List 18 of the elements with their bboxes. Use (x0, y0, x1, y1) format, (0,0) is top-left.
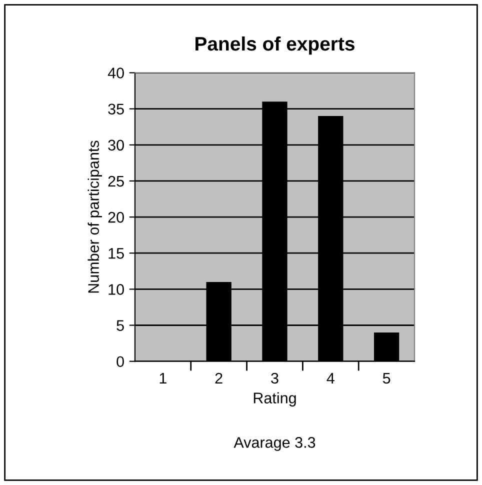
y-tick-label: 20 (108, 212, 124, 223)
x-tick-label: 5 (382, 372, 390, 384)
y-tick-label: 0 (116, 356, 124, 368)
y-tick-label: 35 (108, 104, 124, 115)
x-axis-title: Rating (254, 392, 296, 406)
y-tick-label: 25 (108, 176, 124, 187)
x-tick-label: 3 (271, 372, 278, 384)
x-tick-label: 2 (215, 372, 222, 384)
y-tick-label: 40 (108, 68, 124, 78)
text: Avarage 3.3 (234, 437, 316, 451)
y-tick-label: 5 (116, 320, 124, 331)
y-tick-label: 15 (108, 248, 124, 259)
x-tick-label: 4 (326, 372, 334, 384)
x-tick-label: 1 (160, 372, 166, 384)
y-tick-label: 30 (108, 140, 124, 151)
chart-title: Panels of experts (196, 36, 354, 55)
y-tick-label: 10 (108, 284, 124, 295)
y-axis-title: Number of participants (88, 140, 102, 293)
